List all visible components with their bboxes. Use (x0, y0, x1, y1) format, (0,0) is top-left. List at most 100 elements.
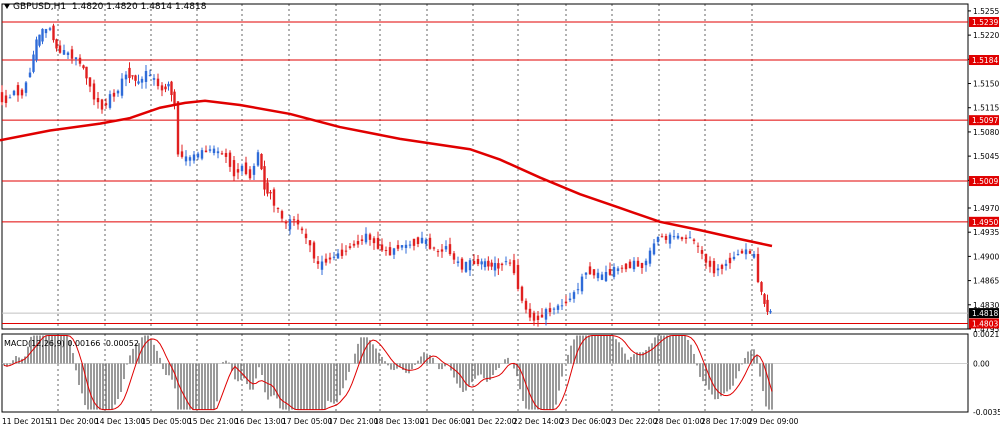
candle-body (269, 192, 272, 194)
candle-body (696, 245, 700, 247)
candle-body (24, 82, 28, 93)
candle-body (656, 237, 660, 243)
chart-header: GBPUSD,H1 1.4820 1.4820 1.4814 1.4818 (4, 2, 206, 12)
level-label: 1.4950 (972, 218, 998, 227)
candle-body (584, 272, 588, 275)
candle-body (348, 246, 352, 248)
candle-body (82, 65, 85, 69)
candle-body (628, 261, 632, 269)
macd-label: MACD(12,26,9) (4, 339, 65, 348)
candle-body (712, 261, 716, 274)
candle-body (300, 228, 304, 231)
candle-body (384, 250, 388, 252)
price-tick-label: 1.5045 (973, 152, 999, 161)
candle-body (196, 153, 200, 158)
level-label: 1.5097 (972, 116, 998, 125)
candle-body (66, 52, 70, 56)
candle-body (364, 233, 368, 243)
candle-body (272, 189, 276, 206)
price-tick-label: 1.4865 (973, 277, 999, 286)
candle-body (769, 311, 772, 313)
price-tick-label: 1.4830 (973, 301, 999, 310)
collapse-arrow-icon[interactable] (4, 4, 10, 9)
candle-body (624, 263, 628, 270)
candle-body (476, 259, 480, 265)
level-label: 1.5239 (972, 18, 998, 27)
candle-body (167, 83, 170, 87)
candle-body (612, 267, 616, 277)
time-label: 23 Dec 22:00 (607, 417, 658, 426)
time-label: 16 Dec 13:00 (235, 417, 286, 426)
candle-body (58, 45, 62, 53)
candle-body (672, 236, 676, 238)
level-label-box (969, 216, 999, 227)
candle-body (316, 261, 320, 264)
candle-body (616, 268, 620, 271)
candle-body (156, 78, 160, 87)
candle-body (664, 236, 668, 240)
candle-body (208, 149, 212, 151)
candle-body (436, 251, 440, 253)
candle-body (200, 150, 204, 159)
macd-values: 0.00166 -0.00052 (67, 339, 139, 348)
candle-body (564, 301, 568, 304)
candle-body (416, 237, 420, 244)
candle-body (428, 237, 432, 249)
candle-body (240, 165, 244, 172)
candle-body (112, 92, 116, 97)
time-label: 15 Dec 05:00 (141, 417, 192, 426)
candle-body (124, 74, 128, 80)
candle-body (332, 256, 336, 258)
candle-body (524, 300, 528, 310)
candle-body (536, 315, 540, 320)
candle-body (472, 260, 476, 265)
candle-body (752, 253, 756, 258)
candle-body (508, 262, 512, 264)
candle-body (260, 153, 263, 170)
candle-body (85, 66, 88, 79)
time-label: 23 Dec 06:00 (560, 417, 611, 426)
candle-body (352, 243, 356, 246)
candle-body (512, 260, 516, 274)
price-tick-label: 1.5080 (973, 128, 999, 137)
candle-body (724, 263, 728, 266)
candle-body (448, 244, 452, 255)
candle-body (312, 242, 316, 259)
candle-body (152, 78, 156, 80)
candle-body (608, 269, 612, 275)
level-label-box (969, 318, 999, 329)
time-label: 11 Dec 20:00 (48, 417, 99, 426)
main-pane-frame (1, 3, 969, 330)
candle-body (134, 75, 137, 81)
candle-body (588, 266, 592, 275)
candle-body (308, 240, 312, 246)
candle-body (652, 243, 656, 255)
candle-body (44, 29, 48, 34)
candle-body (92, 83, 96, 100)
candle-body (340, 249, 344, 256)
candle-body (288, 219, 292, 230)
candle-body (592, 269, 596, 276)
candle-body (400, 245, 404, 248)
candle-body (420, 237, 424, 243)
candle-body (500, 263, 504, 266)
candle-body (356, 241, 360, 245)
candle-body (408, 244, 412, 246)
level-label-box (969, 55, 999, 66)
candle-body (396, 244, 400, 249)
candle-body (497, 263, 500, 269)
macd-header: MACD(12,26,9) 0.00166 -0.00052 (4, 339, 139, 348)
candle-body (708, 260, 712, 267)
moving-average-line (0, 99, 773, 248)
candle-body (62, 50, 66, 55)
candle-body (596, 272, 600, 279)
candle-body (644, 260, 648, 266)
time-label: 28 Dec 01:00 (654, 417, 705, 426)
candle-body (540, 314, 544, 318)
candle-body (188, 157, 192, 161)
candle-body (74, 57, 78, 60)
candle-body (292, 219, 296, 221)
candle-body (256, 152, 260, 166)
